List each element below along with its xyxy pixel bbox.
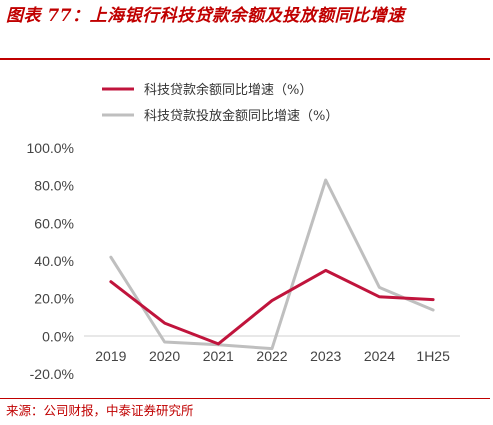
x-tick-label: 2023 <box>310 348 341 364</box>
legend-item-series-2: 科技贷款投放金额同比增速（%） <box>102 108 338 124</box>
x-tick-label: 2021 <box>203 348 234 364</box>
x-tick-label: 2019 <box>95 348 126 364</box>
series-line-1 <box>109 268 435 346</box>
y-tick-label: -20.0% <box>30 366 74 382</box>
legend-item-series-1: 科技贷款余额同比增速（%） <box>102 82 312 98</box>
y-tick-label: 80.0% <box>34 178 74 194</box>
legend: 科技贷款余额同比增速（%） 科技贷款投放金额同比增速（%） <box>102 82 338 124</box>
series-line-2 <box>109 178 435 351</box>
figure-title: 图表 77：上海银行科技贷款余额及投放额同比增速 <box>6 6 405 26</box>
y-tick-label: 40.0% <box>34 253 74 269</box>
source-divider <box>0 398 490 399</box>
y-tick-label: 60.0% <box>34 215 74 231</box>
y-tick-label: 20.0% <box>34 291 74 307</box>
x-tick-label: 1H25 <box>416 348 450 364</box>
source-note: 来源：公司财报，中泰证券研究所 <box>6 403 194 418</box>
title-divider <box>0 58 490 60</box>
x-tick-label: 2024 <box>364 348 395 364</box>
line-chart: 科技贷款余额同比增速（%） 科技贷款投放金额同比增速（%） 100.0% 80.0… <box>27 82 460 382</box>
y-tick-label: 0.0% <box>42 328 74 344</box>
legend-label-series-2: 科技贷款投放金额同比增速（%） <box>144 108 338 124</box>
y-tick-label: 100.0% <box>27 140 74 156</box>
plot-area: 100.0% 80.0% 60.0% 40.0% 20.0% 0.0% -20.0% 2019… <box>27 140 460 382</box>
x-tick-label: 2020 <box>149 348 180 364</box>
x-tick-label: 2022 <box>256 348 287 364</box>
legend-label-series-1: 科技贷款余额同比增速（%） <box>144 82 312 98</box>
